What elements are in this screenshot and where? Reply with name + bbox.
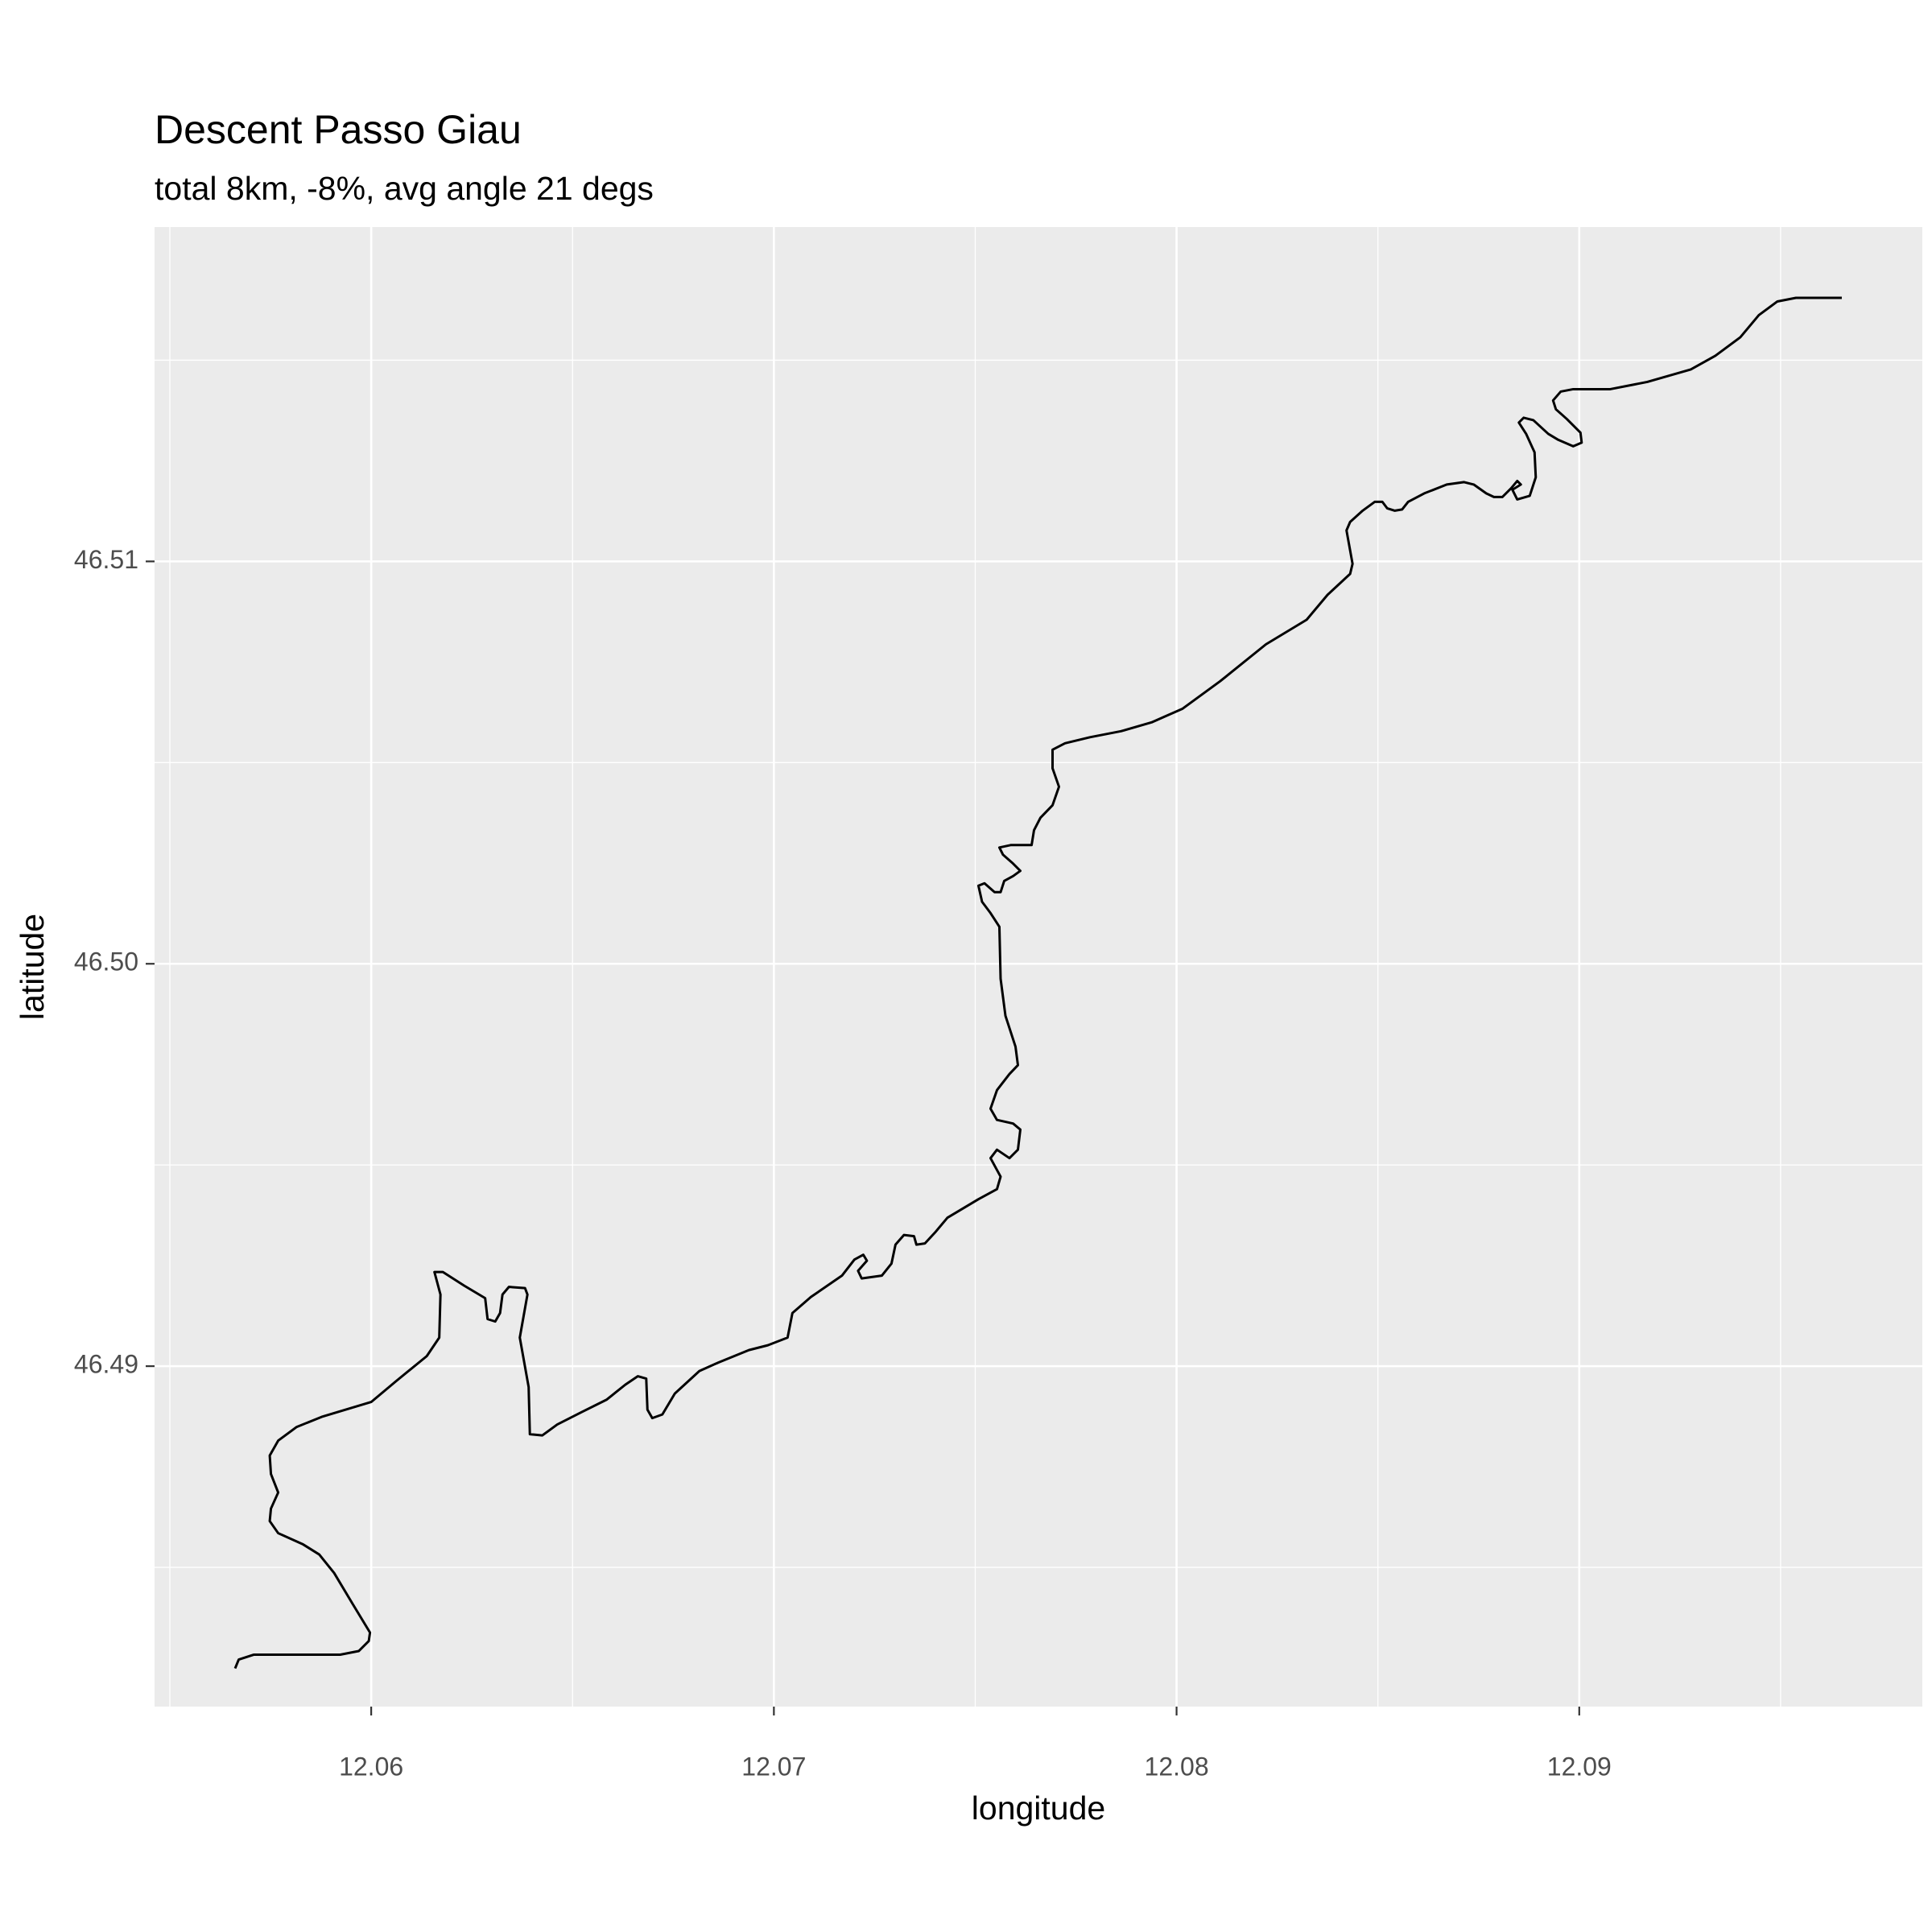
y-tick-label: 46.49	[74, 1350, 138, 1379]
y-tick-label: 46.50	[74, 947, 138, 976]
x-tick-label: 12.07	[741, 1752, 806, 1781]
y-tick-label: 46.51	[74, 545, 138, 574]
chart-title: Descent Passo Giau	[155, 107, 522, 152]
chart-subtitle: total 8km, -8%, avg angle 21 degs	[155, 170, 654, 207]
route-line	[233, 296, 1842, 1670]
y-axis-title: latitude	[14, 914, 51, 1020]
x-tick-label: 12.09	[1547, 1752, 1612, 1781]
x-tick-label: 12.08	[1145, 1752, 1209, 1781]
x-tick-label: 12.06	[339, 1752, 403, 1781]
plot-background	[155, 227, 1922, 1707]
x-axis-title: longitude	[972, 1790, 1105, 1827]
